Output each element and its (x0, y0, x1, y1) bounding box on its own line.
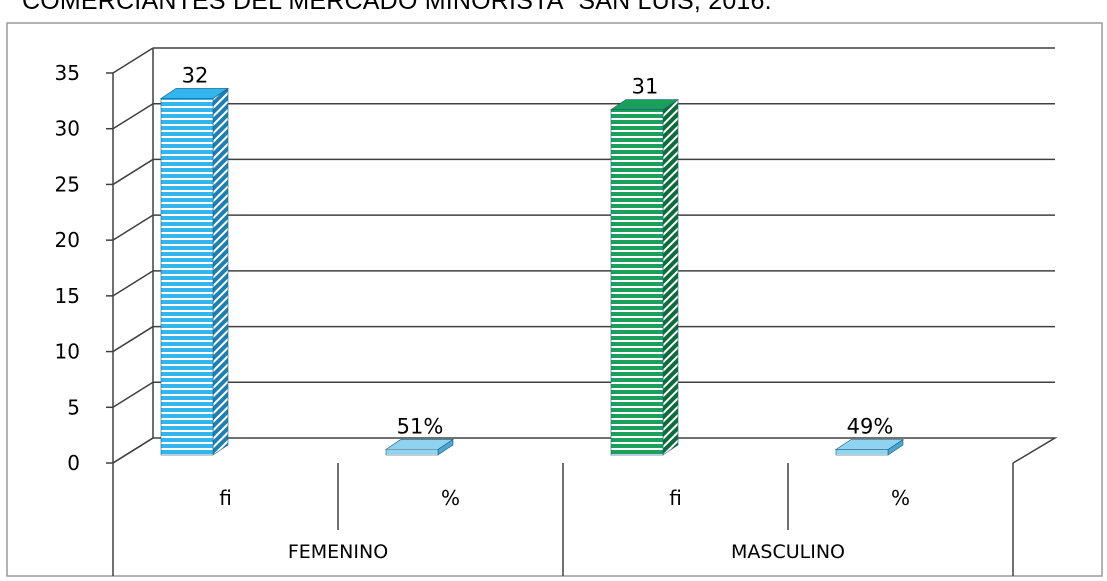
data-label: 32 (182, 63, 209, 87)
bar-front (385, 449, 439, 456)
data-label: 51% (397, 414, 444, 438)
gridline-diagonal (112, 214, 154, 241)
gridline-diagonal (112, 270, 154, 297)
category-label: % (441, 486, 460, 510)
y-tick-label: 30 (55, 117, 80, 141)
bar-front (160, 98, 214, 456)
chart-frame (6, 22, 1103, 577)
data-label: 31 (632, 75, 659, 99)
bar-side (212, 87, 229, 456)
gridline-diagonal (112, 325, 154, 353)
gridline-diagonal (112, 381, 154, 408)
chart-title: COMERCIANTES DEL MERCADO MINORISTA "SAN … (22, 0, 772, 15)
gridline-diagonal (112, 47, 154, 74)
y-tick-label: 5 (67, 395, 80, 419)
chart-floor (112, 437, 1058, 464)
category-label: fi (669, 486, 682, 510)
group-label: MASCULINO (731, 541, 845, 563)
y-axis: 0 5 10 15 20 25 30 35 (55, 61, 114, 475)
gridline-diagonal (112, 103, 154, 130)
y-tick-label: 25 (55, 172, 80, 196)
bar (385, 438, 454, 456)
category-label: % (891, 486, 910, 510)
bar (835, 438, 904, 456)
bar-front (835, 449, 889, 456)
bar (160, 87, 229, 456)
y-tick-label: 35 (55, 61, 80, 85)
y-tick-label: 15 (55, 284, 80, 308)
gridlines (112, 47, 1055, 464)
data-labels: 32 51% 31 49% (182, 63, 894, 438)
bar-front (610, 109, 664, 456)
group-label: FEMENINO (288, 541, 388, 563)
y-tick-label: 0 (67, 451, 80, 475)
y-tick-label: 10 (55, 340, 80, 364)
data-label: 49% (847, 415, 894, 439)
x-axis: fi% fi % FEMENINO MASCULINO (112, 463, 1014, 576)
y-tick-label: 20 (55, 228, 80, 252)
bar (610, 99, 679, 456)
bar-side (662, 99, 679, 456)
floor-edge (112, 437, 1058, 464)
category-label: fi (219, 486, 232, 510)
gridline-diagonal (112, 158, 154, 186)
bars (160, 87, 904, 456)
